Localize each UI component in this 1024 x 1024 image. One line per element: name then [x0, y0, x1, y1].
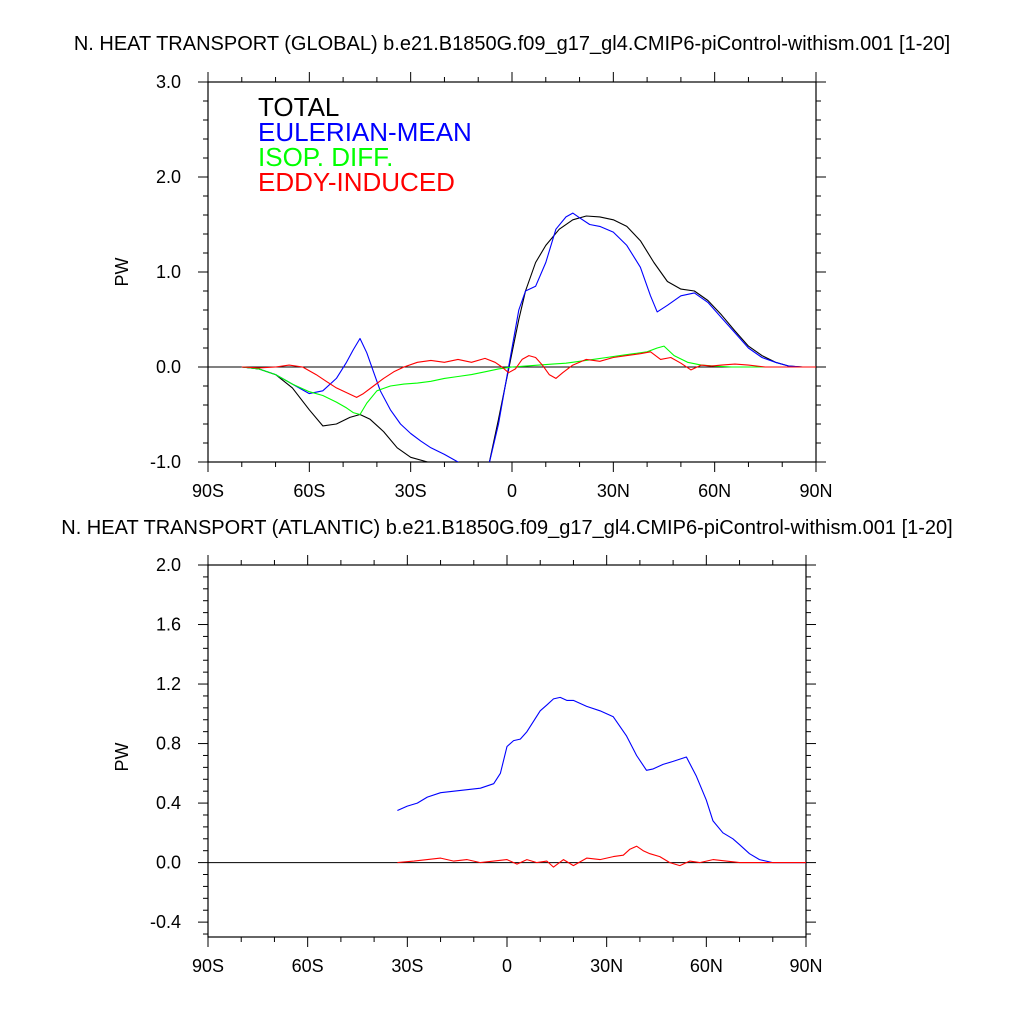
series-line-eulerian-mean — [241, 212, 816, 462]
y-tick-label: 0.8 — [156, 734, 181, 754]
x-tick-label: 60S — [293, 481, 325, 501]
series-line-isop-diff — [241, 345, 816, 416]
y-tick-label: 2.0 — [156, 167, 181, 187]
y-tick-label: 1.2 — [156, 674, 181, 694]
y-tick-label: 3.0 — [156, 72, 181, 92]
series-line-total — [241, 215, 816, 462]
series-line-eddy-induced — [241, 351, 816, 398]
x-tick-label: 90S — [192, 481, 224, 501]
y-tick-label: -1.0 — [150, 452, 181, 472]
plot-frame — [207, 564, 807, 938]
y-axis-label: PW — [112, 257, 132, 286]
chart-title: N. HEAT TRANSPORT (ATLANTIC) b.e21.B1850… — [61, 517, 952, 539]
x-tick-label: 0 — [502, 956, 512, 976]
global-heat-transport-panel: N. HEAT TRANSPORT (GLOBAL) b.e21.B1850G.… — [74, 33, 950, 501]
x-tick-label: 90N — [789, 956, 822, 976]
legend-entry-isop-diff: ISOP. DIFF. — [258, 142, 393, 172]
x-tick-label: 60S — [292, 956, 324, 976]
x-tick-label: 30S — [391, 956, 423, 976]
x-tick-label: 60N — [698, 481, 731, 501]
x-tick-label: 30N — [597, 481, 630, 501]
x-tick-label: 0 — [507, 481, 517, 501]
legend-entry-eddy-induced: EDDY-INDUCED — [258, 167, 455, 197]
y-tick-label: 2.0 — [156, 555, 181, 575]
x-tick-label: 60N — [690, 956, 723, 976]
series-line-eddy-induced — [397, 845, 806, 868]
y-tick-label: 0.4 — [156, 793, 181, 813]
legend-entry-eulerian-mean: EULERIAN-MEAN — [258, 117, 472, 147]
y-tick-label: 0.0 — [156, 357, 181, 377]
x-tick-label: 30N — [590, 956, 623, 976]
x-tick-label: 90N — [799, 481, 832, 501]
x-tick-label: 90S — [192, 956, 224, 976]
chart-title: N. HEAT TRANSPORT (GLOBAL) b.e21.B1850G.… — [74, 33, 950, 55]
y-axis-label: PW — [112, 742, 132, 771]
legend-entry-total: TOTAL — [258, 92, 339, 122]
y-tick-label: 1.6 — [156, 615, 181, 635]
y-tick-label: -0.4 — [150, 912, 181, 932]
y-tick-label: 0.0 — [156, 853, 181, 873]
atlantic-heat-transport-panel: N. HEAT TRANSPORT (ATLANTIC) b.e21.B1850… — [61, 517, 952, 976]
y-tick-label: 1.0 — [156, 262, 181, 282]
series-line-eulerian-mean — [397, 696, 806, 864]
x-tick-label: 30S — [395, 481, 427, 501]
